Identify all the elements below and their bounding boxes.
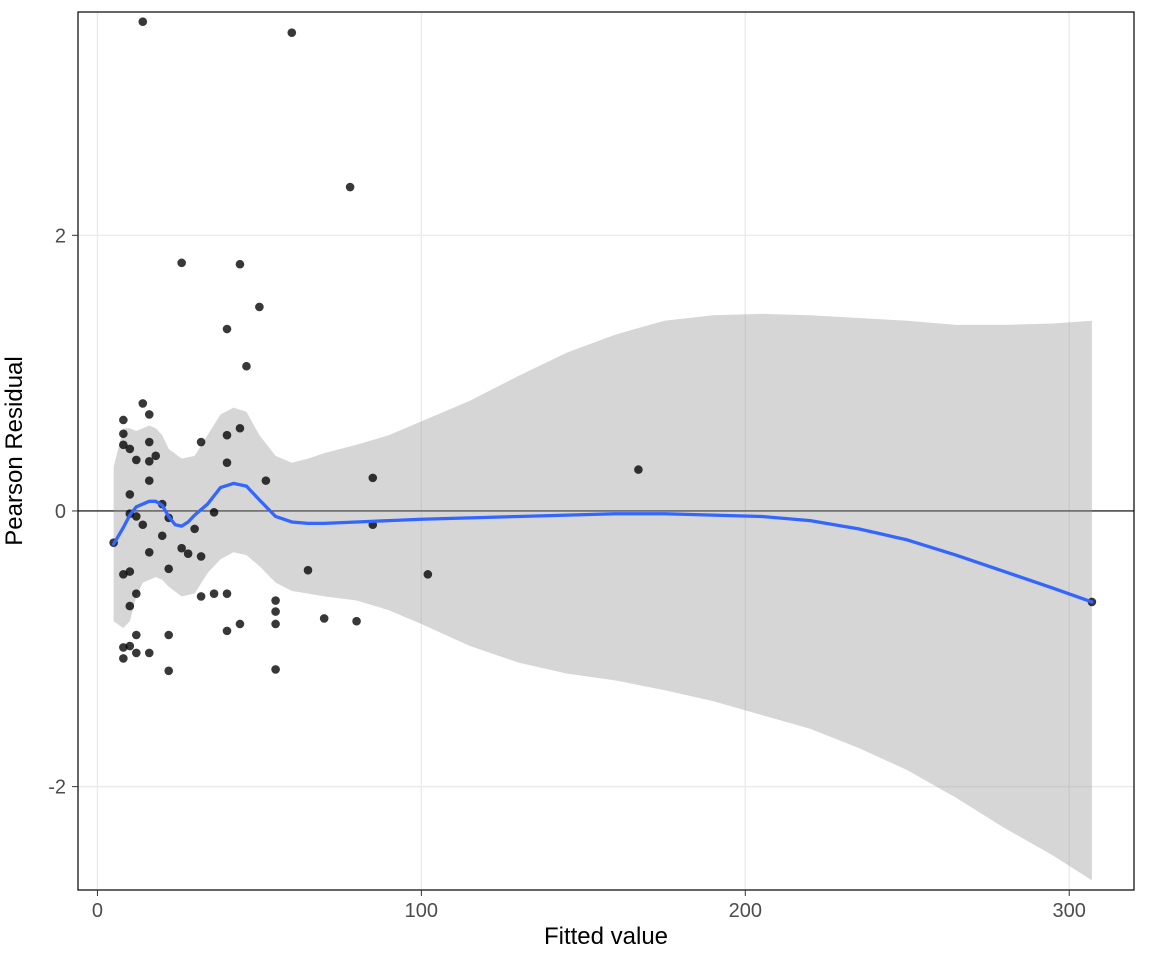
y-tick-label: 0 bbox=[55, 501, 66, 523]
data-point bbox=[223, 431, 232, 440]
data-point bbox=[119, 654, 128, 663]
data-point bbox=[158, 531, 167, 540]
data-point bbox=[242, 362, 251, 371]
data-point bbox=[236, 260, 245, 269]
data-point bbox=[262, 476, 271, 485]
data-point bbox=[126, 642, 135, 651]
data-point bbox=[197, 438, 206, 447]
data-point bbox=[346, 183, 355, 192]
data-point bbox=[132, 631, 141, 640]
x-axis-title: Fitted value bbox=[544, 923, 668, 950]
data-point bbox=[145, 548, 154, 557]
data-point bbox=[210, 508, 219, 517]
data-point bbox=[271, 665, 280, 674]
data-point bbox=[132, 589, 141, 598]
data-point bbox=[197, 592, 206, 601]
y-tick-label: -2 bbox=[48, 777, 66, 799]
data-point bbox=[320, 614, 329, 623]
data-point bbox=[138, 17, 147, 26]
data-point bbox=[352, 617, 361, 626]
data-point bbox=[132, 512, 141, 521]
chart-svg: 0 100 200 300 -2 0 2 Fitted value Pearson Residu… bbox=[0, 0, 1152, 960]
y-axis-title: Pearson Residual bbox=[1, 356, 28, 545]
data-point bbox=[177, 259, 186, 268]
data-point bbox=[126, 602, 135, 611]
data-point bbox=[145, 649, 154, 658]
data-point bbox=[424, 570, 433, 579]
data-point bbox=[223, 458, 232, 467]
x-tick-label: 0 bbox=[92, 900, 103, 922]
y-tick-label: 2 bbox=[55, 225, 66, 247]
data-point bbox=[126, 567, 135, 576]
data-point bbox=[304, 566, 313, 575]
data-point bbox=[287, 28, 296, 37]
data-point bbox=[145, 410, 154, 419]
residuals-chart: 0 100 200 300 -2 0 2 Fitted value Pearson Residu… bbox=[0, 0, 1152, 960]
data-point bbox=[164, 667, 173, 676]
data-point bbox=[236, 620, 245, 629]
data-point bbox=[145, 438, 154, 447]
data-point bbox=[223, 627, 232, 636]
data-point bbox=[132, 649, 141, 658]
x-tick-label: 100 bbox=[405, 900, 438, 922]
data-point bbox=[151, 452, 160, 461]
x-tick-label: 200 bbox=[729, 900, 762, 922]
data-point bbox=[126, 445, 135, 454]
data-point bbox=[126, 490, 135, 499]
data-point bbox=[119, 416, 128, 425]
data-point bbox=[210, 589, 219, 598]
data-point bbox=[236, 424, 245, 433]
data-point bbox=[223, 589, 232, 598]
data-point bbox=[138, 399, 147, 408]
data-point bbox=[138, 520, 147, 529]
data-point bbox=[164, 631, 173, 640]
data-point bbox=[164, 565, 173, 574]
data-point bbox=[132, 456, 141, 465]
data-point bbox=[190, 525, 199, 534]
data-point bbox=[197, 552, 206, 561]
x-tick-label: 300 bbox=[1053, 900, 1086, 922]
data-point bbox=[634, 465, 643, 474]
data-point bbox=[119, 429, 128, 438]
data-point bbox=[271, 596, 280, 605]
data-point bbox=[271, 620, 280, 629]
data-point bbox=[368, 474, 377, 483]
data-point bbox=[223, 325, 232, 334]
data-point bbox=[271, 607, 280, 616]
data-point bbox=[145, 476, 154, 485]
data-point bbox=[184, 549, 193, 558]
data-point bbox=[255, 303, 264, 312]
